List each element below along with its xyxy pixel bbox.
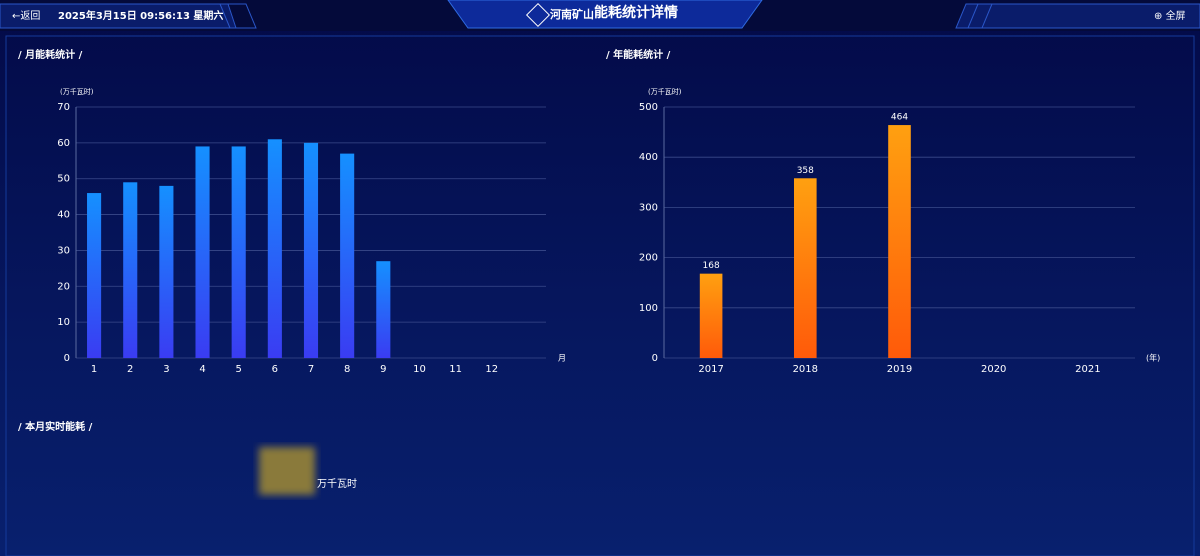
chart-title: / 月能耗统计 /: [18, 48, 83, 61]
y-tick-label: 100: [639, 303, 658, 314]
y-tick-label: 200: [639, 253, 658, 264]
bar: [267, 139, 282, 358]
y-tick-label: 50: [57, 174, 70, 185]
y-tick-label: 60: [57, 138, 70, 149]
x-tick-label: 2017: [698, 364, 723, 375]
y-axis-label: (万千瓦时): [60, 87, 94, 96]
x-tick-label: 6: [272, 364, 278, 375]
x-tick-label: 4: [199, 364, 205, 375]
chart-title: / 年能耗统计 /: [606, 48, 671, 61]
x-axis-label: 月: [558, 354, 566, 363]
x-tick-label: 2: [127, 364, 133, 375]
y-tick-label: 500: [639, 102, 658, 113]
x-tick-label: 2020: [981, 364, 1006, 375]
bar: [123, 182, 138, 358]
x-tick-label: 9: [380, 364, 386, 375]
x-tick-label: 3: [163, 364, 169, 375]
bar: [376, 261, 391, 358]
header-title-panel: [447, 0, 763, 29]
y-tick-label: 0: [64, 353, 70, 364]
data-label: 464: [891, 113, 908, 123]
bar: [87, 193, 102, 358]
content-frame: [5, 35, 1195, 556]
datetime: 2025年3月15日 09:56:13 星期六: [58, 9, 223, 22]
chart-title-text: 年能耗统计: [613, 48, 663, 61]
y-tick-label: 400: [639, 152, 658, 163]
bar: [231, 146, 246, 358]
y-tick-label: 30: [57, 245, 70, 256]
x-tick-label: 8: [344, 364, 350, 375]
data-label: 358: [797, 166, 814, 176]
y-tick-label: 10: [57, 317, 70, 328]
x-tick-label: 12: [485, 364, 498, 375]
bar: [195, 146, 210, 358]
fullscreen-button[interactable]: ⊕ 全屏: [1154, 9, 1186, 22]
y-tick-label: 70: [57, 102, 70, 113]
blurred-value: [259, 447, 315, 495]
header-right-panel: [955, 3, 1200, 29]
y-tick-label: 20: [57, 281, 70, 292]
x-tick-label: 2021: [1075, 364, 1100, 375]
x-tick-label: 1: [91, 364, 97, 375]
x-tick-label: 5: [236, 364, 242, 375]
bar: [303, 142, 319, 358]
header-deco: [967, 3, 993, 29]
header-deco: [219, 3, 257, 29]
x-tick-label: 2019: [887, 364, 912, 375]
y-tick-label: 40: [57, 210, 70, 221]
x-tick-label: 2018: [793, 364, 818, 375]
logo-text: 河南矿山: [550, 7, 594, 21]
x-tick-label: 11: [449, 364, 462, 375]
bar: [699, 273, 723, 358]
page-title: 能耗统计详情: [594, 4, 678, 21]
x-tick-label: 10: [413, 364, 426, 375]
section-title: / 本月实时能耗 /: [18, 420, 93, 433]
y-axis-label: (万千瓦时): [648, 87, 682, 96]
unit-label: 万千瓦时: [317, 478, 357, 490]
back-button[interactable]: ←返回: [12, 10, 40, 22]
bar: [888, 125, 911, 359]
x-tick-label: 7: [308, 364, 314, 375]
bar: [340, 153, 355, 358]
y-tick-label: 0: [652, 353, 658, 364]
chart-title-text: 月能耗统计: [24, 48, 75, 61]
y-tick-label: 300: [639, 202, 658, 213]
data-label: 168: [703, 261, 720, 271]
logo-icon: [525, 2, 551, 28]
bar: [793, 178, 817, 358]
x-axis-label: (年): [1146, 353, 1160, 363]
bar: [159, 185, 174, 358]
